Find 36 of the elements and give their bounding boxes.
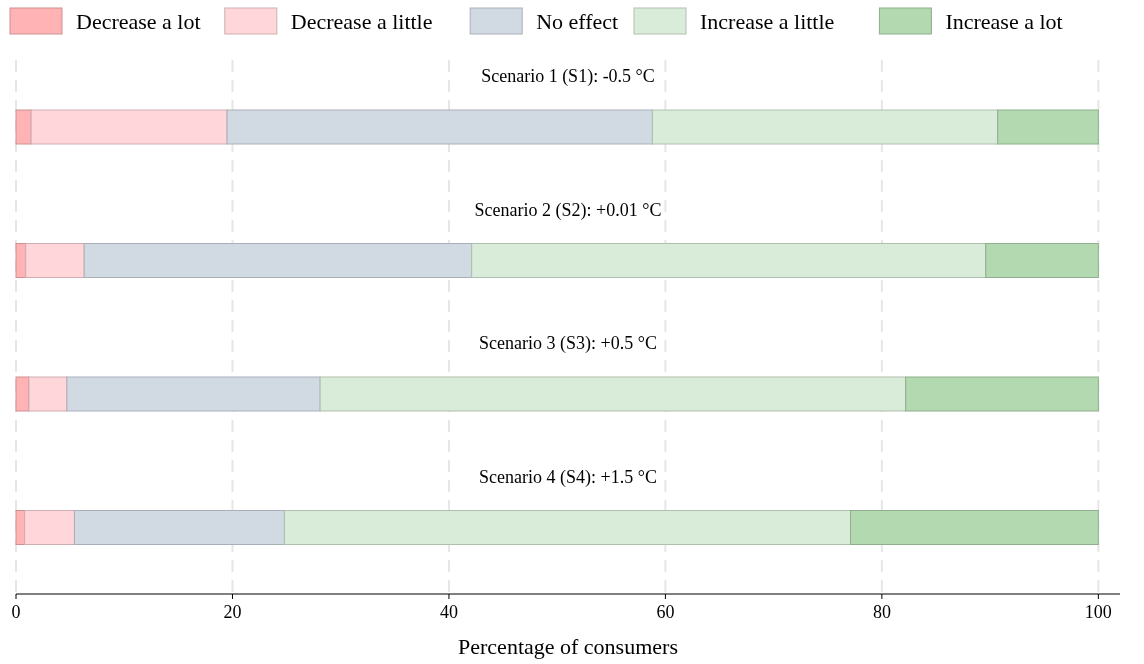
- bar: [849, 510, 1099, 545]
- bar: [226, 109, 653, 145]
- bar: [24, 510, 75, 545]
- x-tick-label: 40: [439, 602, 458, 622]
- bar: [905, 376, 1099, 412]
- legend-label: No effect: [536, 9, 619, 34]
- y-tick-label: Scenario 2 (S2): +0.01 °C: [474, 199, 662, 221]
- y-tick-label: Scenario 1 (S1): -0.5 °C: [481, 66, 655, 87]
- bar: [651, 109, 999, 145]
- bar: [25, 243, 85, 278]
- bar: [319, 376, 907, 412]
- legend-label: Decrease a lot: [76, 9, 201, 34]
- bar: [28, 376, 68, 412]
- y-tick-label: Scenario 4 (S4): +1.5 °C: [479, 466, 657, 488]
- x-tick-label: 60: [656, 602, 675, 622]
- bar: [997, 109, 1099, 145]
- x-tick-label: 0: [11, 602, 21, 622]
- bar: [66, 376, 321, 412]
- legend-label: Increase a lot: [945, 9, 1063, 34]
- legend-label: Decrease a little: [290, 9, 433, 34]
- x-tick-label: 20: [223, 602, 242, 622]
- x-tick-label: 100: [1084, 602, 1112, 622]
- bar: [471, 243, 987, 278]
- bar: [985, 243, 1099, 278]
- bar: [15, 510, 26, 545]
- x-tick-label: 80: [872, 602, 891, 622]
- bar: [15, 243, 27, 278]
- legend-label: Increase a little: [700, 9, 835, 34]
- bar: [15, 109, 32, 145]
- bar: [73, 510, 285, 545]
- x-axis-title: Percentage of consumers: [458, 634, 678, 659]
- bar: [30, 109, 228, 145]
- bar: [83, 243, 473, 278]
- y-tick-label: Scenario 3 (S3): +0.5 °C: [479, 333, 657, 354]
- bar: [15, 376, 30, 412]
- bar: [283, 510, 851, 545]
